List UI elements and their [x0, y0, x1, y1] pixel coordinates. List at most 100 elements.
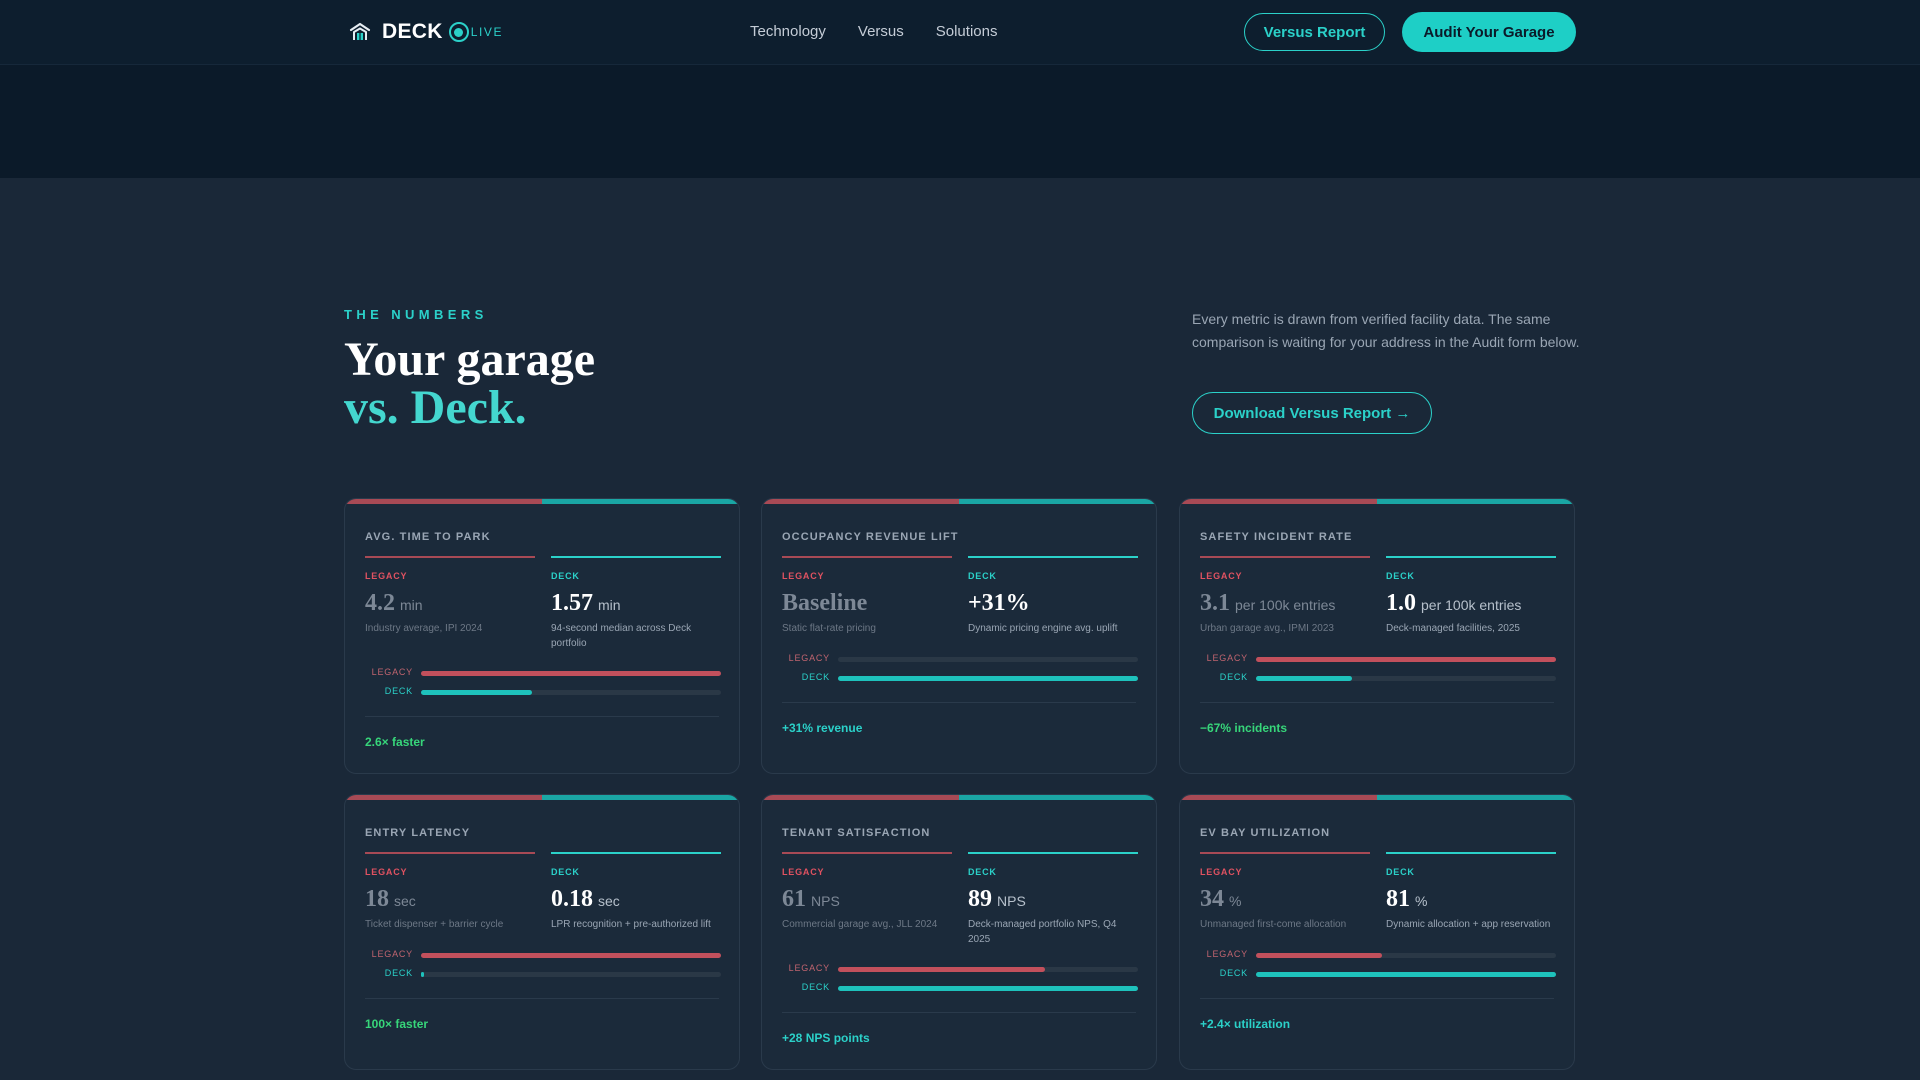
- legacy-bar-row: LEGACY: [1200, 949, 1556, 961]
- deck-bar-fill: [421, 690, 532, 695]
- deck-bar-track: [421, 690, 721, 695]
- card-summary: +28 NPS points: [782, 1031, 870, 1045]
- legacy-column: LEGACY 34 % Unmanaged first-come allocat…: [1200, 852, 1370, 932]
- deck-column: DECK 0.18 sec LPR recognition + pre-auth…: [551, 852, 721, 932]
- deck-bar-row: DECK: [365, 968, 721, 980]
- card-summary: +31% revenue: [782, 721, 863, 735]
- legacy-number: 61: [782, 886, 806, 912]
- card-label: OCCUPANCY REVENUE LIFT: [782, 531, 959, 543]
- brand[interactable]: DECK LIVE: [348, 18, 503, 46]
- deck-tag: DECK: [551, 571, 580, 581]
- card-topbar: [345, 499, 739, 504]
- legacy-tag: LEGACY: [782, 867, 825, 877]
- card-summary: +2.4× utilization: [1200, 1017, 1291, 1031]
- deck-bar-track: [1256, 972, 1556, 977]
- legacy-note: Urban garage avg., IPMI 2023: [1200, 623, 1334, 634]
- card-label: AVG. TIME TO PARK: [365, 531, 491, 543]
- section-description: Every metric is drawn from verified faci…: [1192, 311, 1580, 350]
- legacy-column: LEGACY Baseline Static flat-rate pricing: [782, 556, 952, 636]
- deck-bar-label: DECK: [1219, 968, 1248, 978]
- card-label: EV BAY UTILIZATION: [1200, 827, 1331, 839]
- deck-bar-fill: [838, 986, 1138, 991]
- headline-line-1: Your garage: [344, 333, 596, 386]
- card-summary: 2.6× faster: [365, 735, 425, 749]
- deck-unit: NPS: [997, 893, 1026, 909]
- card-topbar: [345, 795, 739, 800]
- legacy-tag: LEGACY: [365, 867, 408, 877]
- deck-value: 1.57 min: [551, 590, 721, 617]
- deck-unit: sec: [598, 893, 620, 909]
- navbar: DECK LIVE Technology Versus Solutions Ve…: [0, 0, 1920, 65]
- nav-link-technology[interactable]: Technology: [750, 23, 826, 40]
- legacy-unit: %: [1229, 893, 1242, 909]
- legacy-value: 61 NPS: [782, 886, 952, 913]
- deck-bar-row: DECK: [782, 982, 1138, 994]
- deck-column: DECK 81 % Dynamic allocation + app reser…: [1386, 852, 1556, 932]
- deck-bar-fill: [838, 676, 1138, 681]
- legacy-unit: per 100k entries: [1235, 597, 1336, 613]
- deck-tag: DECK: [968, 867, 997, 877]
- legacy-bar-row: LEGACY: [365, 667, 721, 679]
- nav-link-solutions[interactable]: Solutions: [935, 23, 998, 40]
- deck-bar-row: DECK: [1200, 672, 1556, 684]
- legacy-bar-row: LEGACY: [782, 963, 1138, 975]
- deck-number: 1.57: [551, 590, 593, 616]
- nav-link-versus[interactable]: Versus: [857, 23, 904, 40]
- deck-bar-label: DECK: [801, 672, 830, 682]
- deck-bar-fill: [421, 972, 424, 977]
- audit-garage-button[interactable]: Audit Your Garage: [1402, 12, 1576, 52]
- legacy-number: 18: [365, 886, 389, 912]
- card-divider: [782, 702, 1136, 703]
- legacy-column: LEGACY 18 sec Ticket dispenser + barrier…: [365, 852, 535, 932]
- live-label: LIVE: [470, 25, 504, 39]
- versus-report-button[interactable]: Versus Report: [1244, 13, 1385, 51]
- legacy-note: Industry average, IPI 2024: [365, 623, 483, 634]
- deck-number: 89: [968, 886, 992, 912]
- section-eyebrow: THE NUMBERS: [344, 307, 488, 322]
- deck-tag: DECK: [1386, 867, 1415, 877]
- deck-tag: DECK: [1386, 571, 1415, 581]
- deck-value: 0.18 sec: [551, 886, 721, 913]
- deck-column: DECK +31% Dynamic pricing engine avg. up…: [968, 556, 1138, 636]
- legacy-bar-track: [1256, 953, 1556, 958]
- deck-bar-track: [838, 986, 1138, 991]
- legacy-note: Commercial garage avg., JLL 2024: [782, 919, 938, 930]
- deck-note: LPR recognition + pre-authorized lift: [551, 919, 711, 930]
- live-indicator-icon: [448, 22, 469, 42]
- card-label: TENANT SATISFACTION: [782, 827, 931, 839]
- legacy-unit: NPS: [811, 893, 840, 909]
- deck-note: Dynamic pricing engine avg. uplift: [968, 623, 1118, 634]
- deck-value: +31%: [968, 590, 1138, 617]
- metric-card-tenant-satisfaction: TENANT SATISFACTION LEGACY 61 NPS Commer…: [761, 794, 1157, 1070]
- legacy-number: Baseline: [782, 590, 868, 616]
- legacy-column: LEGACY 3.1 per 100k entries Urban garage…: [1200, 556, 1370, 636]
- legacy-bar-fill: [838, 967, 1045, 972]
- section-headline: Your garage vs. Deck.: [344, 336, 595, 432]
- metric-card-time-to-park: AVG. TIME TO PARK LEGACY 4.2 min Industr…: [344, 498, 740, 774]
- deck-number: 81: [1386, 886, 1410, 912]
- card-divider: [365, 716, 719, 717]
- legacy-value: Baseline: [782, 590, 952, 617]
- garage-logo-icon: [348, 20, 372, 44]
- legacy-bar-track: [421, 953, 721, 958]
- deck-bar-track: [1256, 676, 1556, 681]
- deck-note: Dynamic allocation + app reservation: [1386, 919, 1551, 930]
- legacy-unit: min: [400, 597, 423, 613]
- deck-note: Deck-managed portfolio NPS, Q4 2025: [968, 919, 1117, 945]
- legacy-bar-fill: [421, 953, 721, 958]
- metric-card-entry-latency: ENTRY LATENCY LEGACY 18 sec Ticket dispe…: [344, 794, 740, 1070]
- download-versus-report-button[interactable]: Download Versus Report →: [1192, 392, 1432, 434]
- card-divider: [1200, 702, 1554, 703]
- card-topbar: [1180, 795, 1574, 800]
- legacy-column: LEGACY 4.2 min Industry average, IPI 202…: [365, 556, 535, 636]
- legacy-bar-label: LEGACY: [371, 949, 413, 959]
- legacy-note: Unmanaged first-come allocation: [1200, 919, 1347, 930]
- deck-note: Deck-managed facilities, 2025: [1386, 623, 1520, 634]
- brand-name: DECK: [382, 20, 443, 43]
- deck-bar-label: DECK: [384, 968, 413, 978]
- legacy-bar-track: [838, 657, 1138, 662]
- card-summary: −67% incidents: [1200, 721, 1288, 735]
- legacy-bar-row: LEGACY: [1200, 653, 1556, 665]
- legacy-number: 34: [1200, 886, 1224, 912]
- legacy-value: 34 %: [1200, 886, 1370, 913]
